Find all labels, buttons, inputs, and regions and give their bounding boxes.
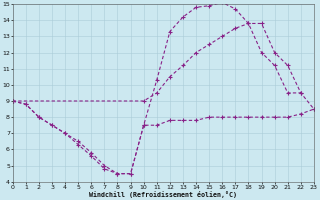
X-axis label: Windchill (Refroidissement éolien,°C): Windchill (Refroidissement éolien,°C) — [89, 191, 237, 198]
